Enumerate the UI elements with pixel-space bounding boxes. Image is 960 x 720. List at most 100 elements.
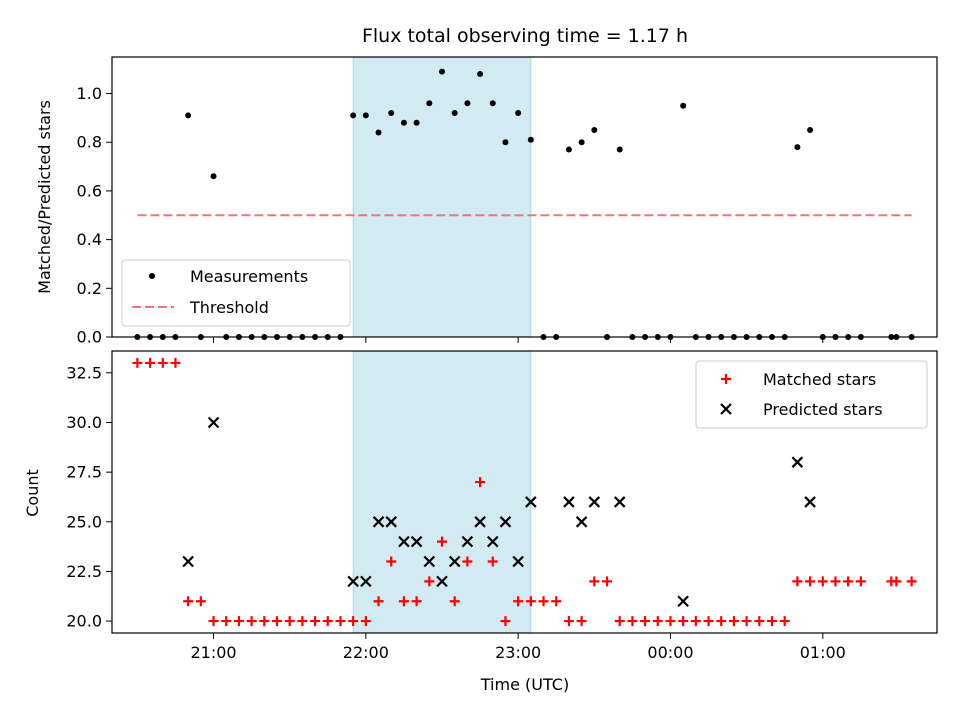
matched-star-point xyxy=(513,596,524,607)
y-tick-label: 0.2 xyxy=(77,279,102,298)
matched-star-point xyxy=(195,596,206,607)
measurement-point xyxy=(413,119,420,126)
matched-star-point xyxy=(437,536,447,547)
matched-star-point xyxy=(259,616,270,627)
matched-star-point xyxy=(627,616,638,627)
matched-star-point xyxy=(576,616,587,627)
matched-star-point xyxy=(208,616,219,627)
matched-star-point xyxy=(525,596,536,607)
axes-frame xyxy=(111,350,938,634)
y-tick-label: 0.4 xyxy=(77,230,102,249)
matched-star-point xyxy=(602,576,612,587)
measurement-point xyxy=(388,110,395,116)
measurement-point xyxy=(502,139,509,146)
measurement-point xyxy=(515,110,522,116)
matched-star-point xyxy=(817,576,828,587)
predicted-star-point xyxy=(499,516,512,528)
legend-box xyxy=(121,259,351,327)
y-tick-label: 27.5 xyxy=(66,463,102,482)
x-tick-label: 21:00 xyxy=(190,643,236,662)
predicted-star-point xyxy=(182,555,194,568)
axes-frame xyxy=(111,56,938,338)
chart-title: Flux total observing time = 1.17 h xyxy=(362,25,688,47)
legend: Matched stars Predicted stars xyxy=(695,360,928,429)
measurement-point xyxy=(210,173,217,180)
matched-star-point xyxy=(246,616,257,627)
x-tick-label: 22:00 xyxy=(343,643,389,662)
x-tick-label: 23:00 xyxy=(495,643,541,662)
matched-star-point xyxy=(563,616,574,627)
matched-star-point xyxy=(855,576,866,587)
matched-star-point xyxy=(767,616,777,627)
legend-label-matched: Matched stars xyxy=(763,370,876,389)
measurement-point xyxy=(794,144,801,151)
matched-star-point xyxy=(589,576,600,587)
measurement-point xyxy=(477,71,484,78)
x-tick-label: 00:00 xyxy=(647,643,693,662)
y-tick-label: 0.8 xyxy=(77,133,102,152)
matched-star-point xyxy=(221,616,232,627)
matched-star-point xyxy=(284,616,295,627)
predicted-star-point xyxy=(398,535,410,548)
matched-star-point xyxy=(272,616,282,627)
matched-star-point xyxy=(843,576,854,587)
legend-marker-predicted xyxy=(720,403,732,415)
matched-star-point xyxy=(716,616,727,627)
y-tick-label: 0.6 xyxy=(77,181,102,200)
matched-star-point xyxy=(805,576,816,587)
matched-star-point xyxy=(678,616,689,627)
measurement-point xyxy=(464,100,471,107)
predicted-star-point xyxy=(207,416,220,429)
predicted-star-point xyxy=(613,496,626,508)
y-tick-label: 30.0 xyxy=(66,413,102,432)
measurement-point xyxy=(439,68,445,75)
predicted-star-point xyxy=(372,516,385,528)
legend-marker-measurements xyxy=(149,273,155,279)
measurement-point xyxy=(680,102,687,109)
measurement-point xyxy=(362,112,369,119)
predicted-star-point xyxy=(512,555,524,568)
matched-star-point xyxy=(652,616,663,627)
matched-star-point xyxy=(322,616,333,627)
ratio-panel: 0.0 0.2 0.4 0.6 0.8 1.0 Measurements Threshold xyxy=(77,56,938,347)
matched-star-point xyxy=(475,477,486,488)
legend-label-measurements: Measurements xyxy=(190,267,308,286)
y-tick-label: 20.0 xyxy=(66,612,102,631)
legend-label-threshold: Threshold xyxy=(189,298,269,317)
matched-star-point xyxy=(132,357,143,368)
matched-star-point xyxy=(891,576,902,587)
matched-star-point xyxy=(754,616,765,627)
matched-star-point xyxy=(386,556,397,567)
predicted-star-point xyxy=(486,535,499,548)
y-tick-label: 0.0 xyxy=(77,328,102,347)
matched-star-point xyxy=(348,616,359,627)
legend-marker-matched xyxy=(721,374,731,384)
matched-star-point xyxy=(830,576,841,587)
predicted-star-point xyxy=(525,496,537,508)
measurement-point xyxy=(807,127,814,134)
measurement-point xyxy=(400,119,407,126)
measurement-point xyxy=(527,136,534,143)
matched-star-point xyxy=(741,616,752,627)
predicted-star-point xyxy=(804,496,816,508)
matched-star-point xyxy=(779,616,790,627)
matched-star-point xyxy=(487,556,498,567)
predicted-star-point xyxy=(385,516,398,528)
predicted-star-point xyxy=(436,575,448,588)
measurement-point xyxy=(578,139,585,146)
y-tick-label: 22.5 xyxy=(66,562,102,581)
measurement-point xyxy=(591,127,598,134)
measurement-point xyxy=(451,110,458,116)
count-panel: 20.0 22.5 25.0 27.5 30.0 32.5 21:00 22:00 23:00 0… xyxy=(66,350,938,662)
predicted-star-point xyxy=(677,595,689,608)
measurement-point xyxy=(489,100,496,107)
matched-star-point xyxy=(310,616,321,627)
legend-label-predicted: Predicted stars xyxy=(763,400,883,419)
predicted-star-point xyxy=(461,535,474,548)
ylabel-bottom: Count xyxy=(23,469,42,517)
matched-star-point xyxy=(538,596,549,607)
matched-star-point xyxy=(360,616,371,627)
matched-star-point xyxy=(703,616,714,627)
measurement-point xyxy=(350,112,357,119)
